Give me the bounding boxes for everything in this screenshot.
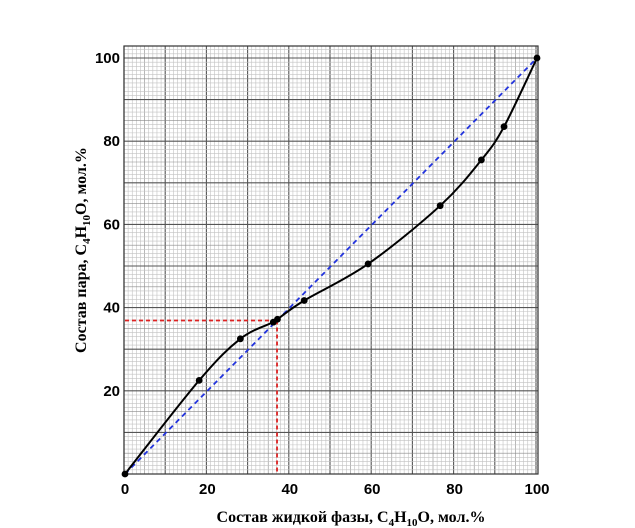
x-tick-label: 60 xyxy=(364,481,381,498)
x-tick-label: 100 xyxy=(524,481,549,498)
data-point xyxy=(500,123,508,131)
diagonal-line xyxy=(124,57,538,475)
grid xyxy=(123,45,539,475)
y-tick-label: 40 xyxy=(103,300,120,317)
data-point xyxy=(195,377,203,384)
data-point xyxy=(477,156,485,164)
data-point xyxy=(121,470,129,478)
data-series xyxy=(121,54,541,478)
y-tick-label: 80 xyxy=(103,133,120,150)
y-tick-label: 20 xyxy=(103,383,120,400)
y-tick-label: 100 xyxy=(95,50,120,67)
data-point xyxy=(364,260,372,268)
plot-frame xyxy=(123,45,539,475)
y-tick-label: 60 xyxy=(103,216,120,233)
data-point xyxy=(533,54,541,62)
x-tick-label: 40 xyxy=(281,481,298,498)
data-point xyxy=(436,202,444,210)
data-point xyxy=(274,315,281,323)
data-point xyxy=(236,335,244,343)
data-point xyxy=(300,297,308,304)
tick-labels: 0 20 40 60 80 100 20 40 60 80 100 xyxy=(95,50,550,498)
x-tick-label: 0 xyxy=(121,481,129,498)
x-tick-label: 20 xyxy=(199,481,216,498)
y-axis-label: Состав пара, C4H10O, мол.% xyxy=(73,147,93,353)
x-axis-label: Состав жидкой фазы, C4H10O, мол.% xyxy=(217,509,486,528)
x-tick-label: 80 xyxy=(446,481,463,498)
reference-lines xyxy=(124,57,538,475)
